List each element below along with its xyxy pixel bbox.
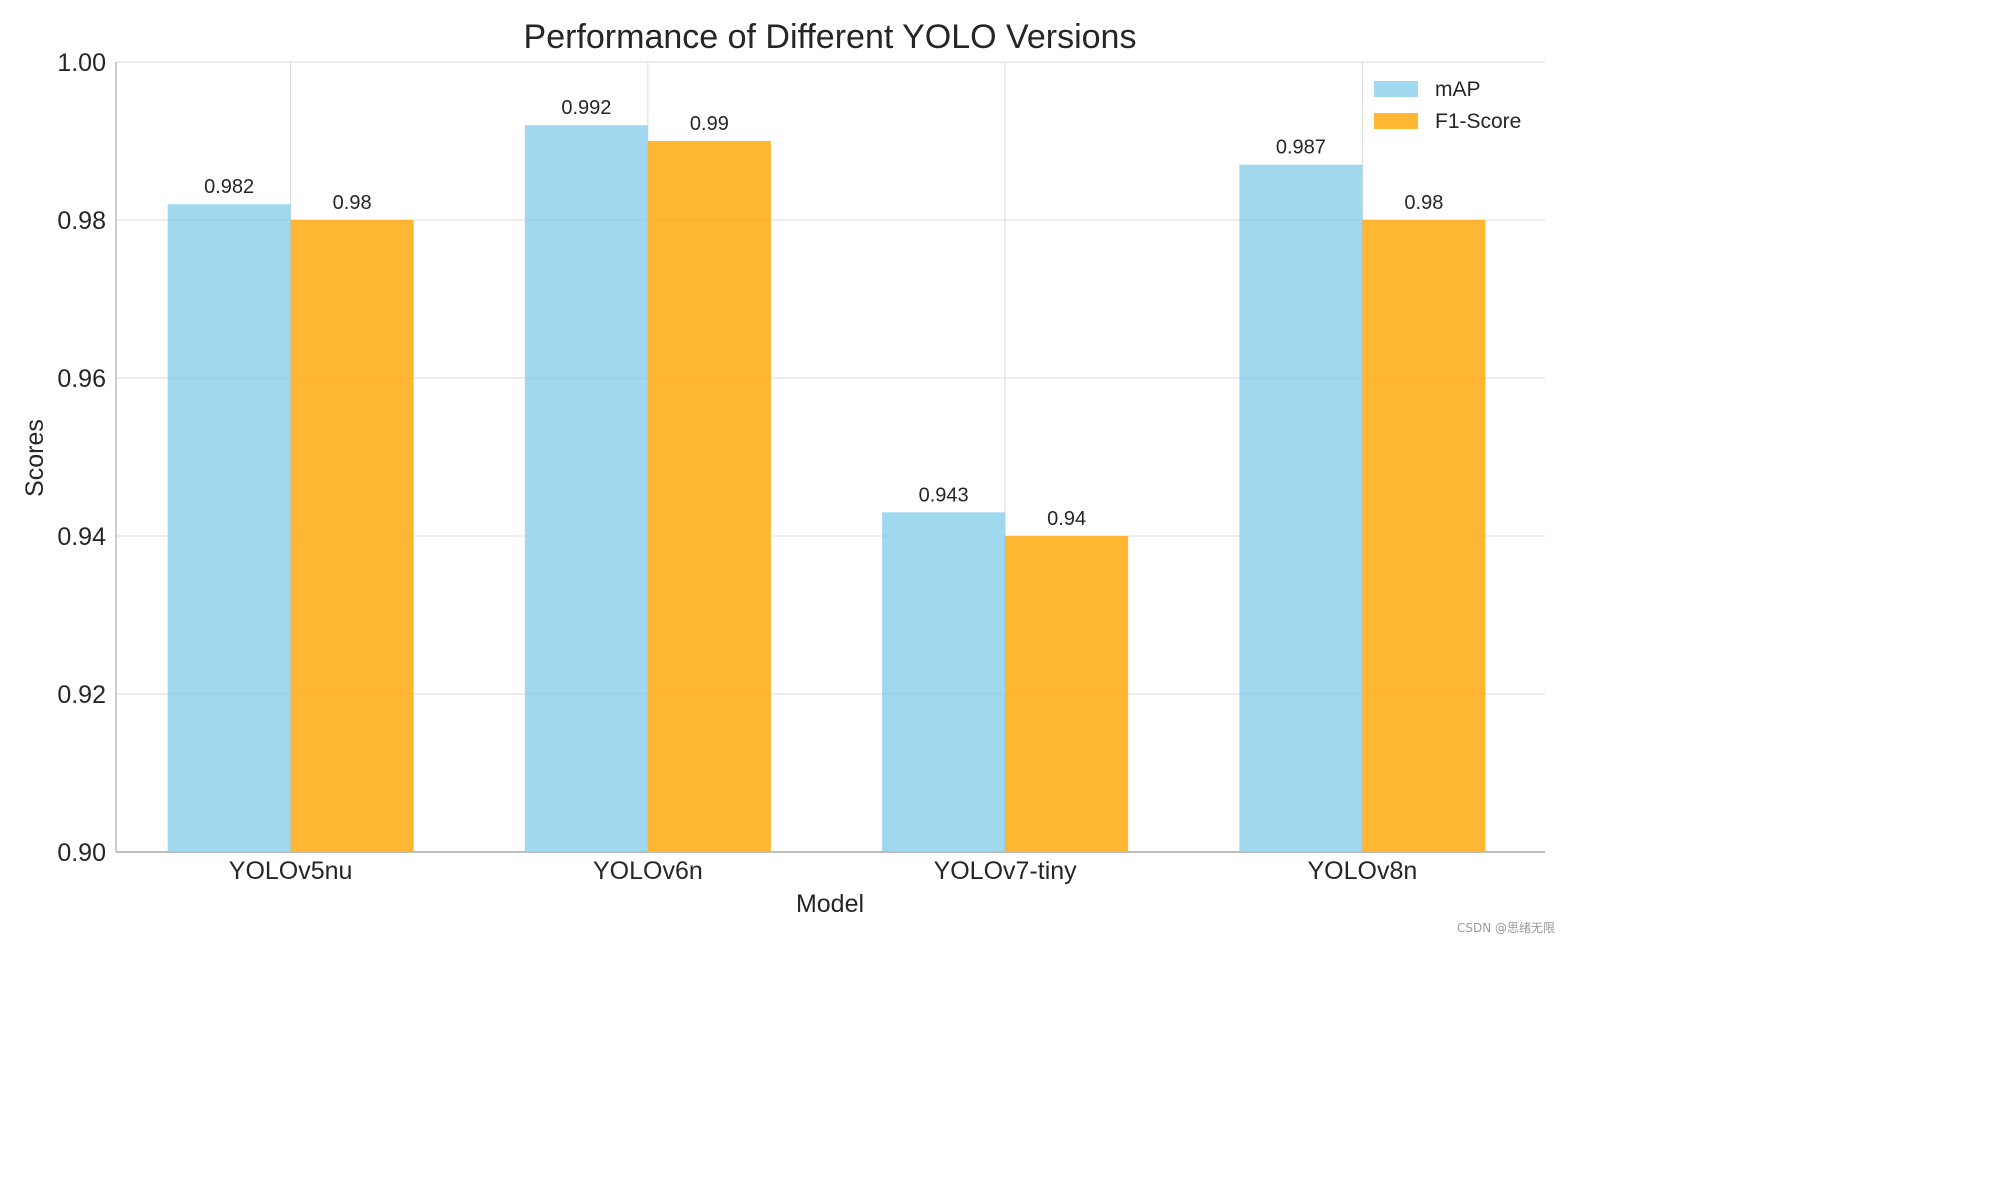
- chart-title: Performance of Different YOLO Versions: [524, 18, 1137, 56]
- bar-f1-score: [647, 141, 771, 852]
- bar-f1-score: [1005, 536, 1129, 852]
- bar-value-label: 0.982: [204, 176, 254, 198]
- y-tick-label: 0.98: [57, 207, 106, 235]
- x-tick-label: YOLOv6n: [593, 857, 703, 885]
- legend: mAP F1-Score: [1374, 78, 1521, 133]
- y-tick-label: 0.94: [57, 523, 106, 551]
- x-tick-label: YOLOv8n: [1307, 857, 1417, 885]
- bar-value-label: 0.992: [561, 97, 611, 119]
- legend-label: mAP: [1435, 78, 1481, 101]
- y-tick-label: 0.90: [57, 839, 106, 867]
- legend-label: F1-Score: [1435, 110, 1521, 133]
- bar-map: [167, 204, 291, 852]
- bar-chart: 0.90 0.92 0.94 0.96 0.98 1.00 0.982 0.992 0.943 0…: [21, 18, 1545, 918]
- watermark: CSDN @思绪无限: [1456, 921, 1555, 935]
- y-tick-label: 0.92: [57, 681, 106, 709]
- bar-value-label: 0.98: [1404, 192, 1443, 214]
- bar-map: [1239, 164, 1363, 852]
- legend-swatch: [1374, 81, 1418, 97]
- bar-map: [882, 512, 1006, 852]
- bar-value-label: 0.94: [1047, 508, 1086, 530]
- bar-value-label: 0.98: [333, 192, 372, 214]
- x-tick-label: YOLOv7-tiny: [934, 857, 1078, 885]
- axes: [115, 62, 1545, 853]
- bar-value-label: 0.943: [919, 484, 969, 506]
- bar-value-label: 0.99: [690, 113, 729, 135]
- bar-value-label: 0.987: [1276, 137, 1326, 159]
- y-tick-label: 0.96: [57, 365, 106, 393]
- legend-swatch: [1374, 113, 1418, 129]
- bar-f1-score: [290, 220, 414, 852]
- labels: 0.90 0.92 0.94 0.96 0.98 1.00 0.982 0.992 0.943 0…: [57, 49, 1443, 885]
- bar-map: [524, 125, 648, 852]
- x-tick-label: YOLOv5nu: [229, 857, 353, 885]
- x-axis-label: Model: [796, 890, 864, 918]
- y-tick-label: 1.00: [57, 49, 106, 77]
- bar-f1-score: [1362, 220, 1486, 852]
- bars: [167, 125, 1486, 852]
- y-axis-label: Scores: [21, 419, 49, 497]
